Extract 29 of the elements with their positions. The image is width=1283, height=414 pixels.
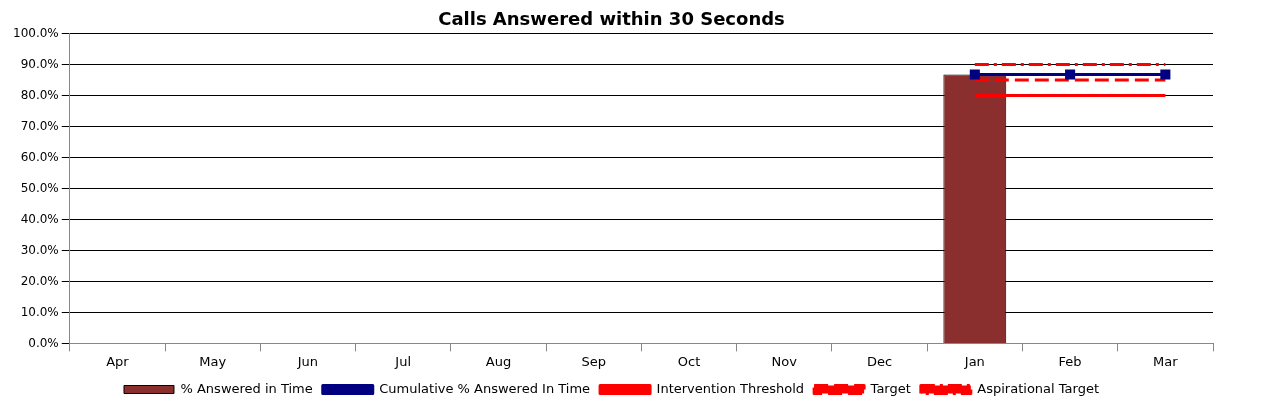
y-tick-label: 100.0% xyxy=(12,25,59,40)
x-tick-label: Feb xyxy=(1058,353,1082,369)
y-tick-label: 80.0% xyxy=(20,87,59,102)
y-tick-label: 0.0% xyxy=(28,335,59,350)
y-tick-label: 70.0% xyxy=(20,118,59,133)
legend-label: Cumulative % Answered In Time xyxy=(379,380,591,396)
y-tick-label: 60.0% xyxy=(20,149,59,164)
legend-label: % Answered in Time xyxy=(180,380,313,396)
y-tick-label: 90.0% xyxy=(20,56,59,71)
x-tick-label: Apr xyxy=(106,353,130,369)
x-tick-label: Nov xyxy=(771,353,798,369)
x-tick-label: Aug xyxy=(485,353,512,369)
y-tick-label: 40.0% xyxy=(20,211,59,226)
x-tick-label: Jun xyxy=(296,353,319,369)
y-tick-label: 10.0% xyxy=(20,304,59,319)
x-tick-label: May xyxy=(199,353,227,369)
legend-label: Aspirational Target xyxy=(977,380,1099,396)
legend-label: Target xyxy=(869,380,911,396)
x-tick-label: Mar xyxy=(1153,353,1179,369)
x-tick-label: Oct xyxy=(677,353,701,369)
x-tick-label: Jan xyxy=(963,353,985,369)
y-tick-label: 50.0% xyxy=(20,180,59,195)
x-tick-label: Dec xyxy=(866,353,893,369)
x-tick-label: Jul xyxy=(394,353,412,369)
legend-label: Intervention Threshold xyxy=(656,380,805,396)
chart-title: Calls Answered within 30 Seconds xyxy=(438,8,785,30)
y-tick-label: 30.0% xyxy=(20,242,59,257)
y-tick-label: 20.0% xyxy=(20,273,59,288)
x-tick-label: Sep xyxy=(581,353,606,369)
